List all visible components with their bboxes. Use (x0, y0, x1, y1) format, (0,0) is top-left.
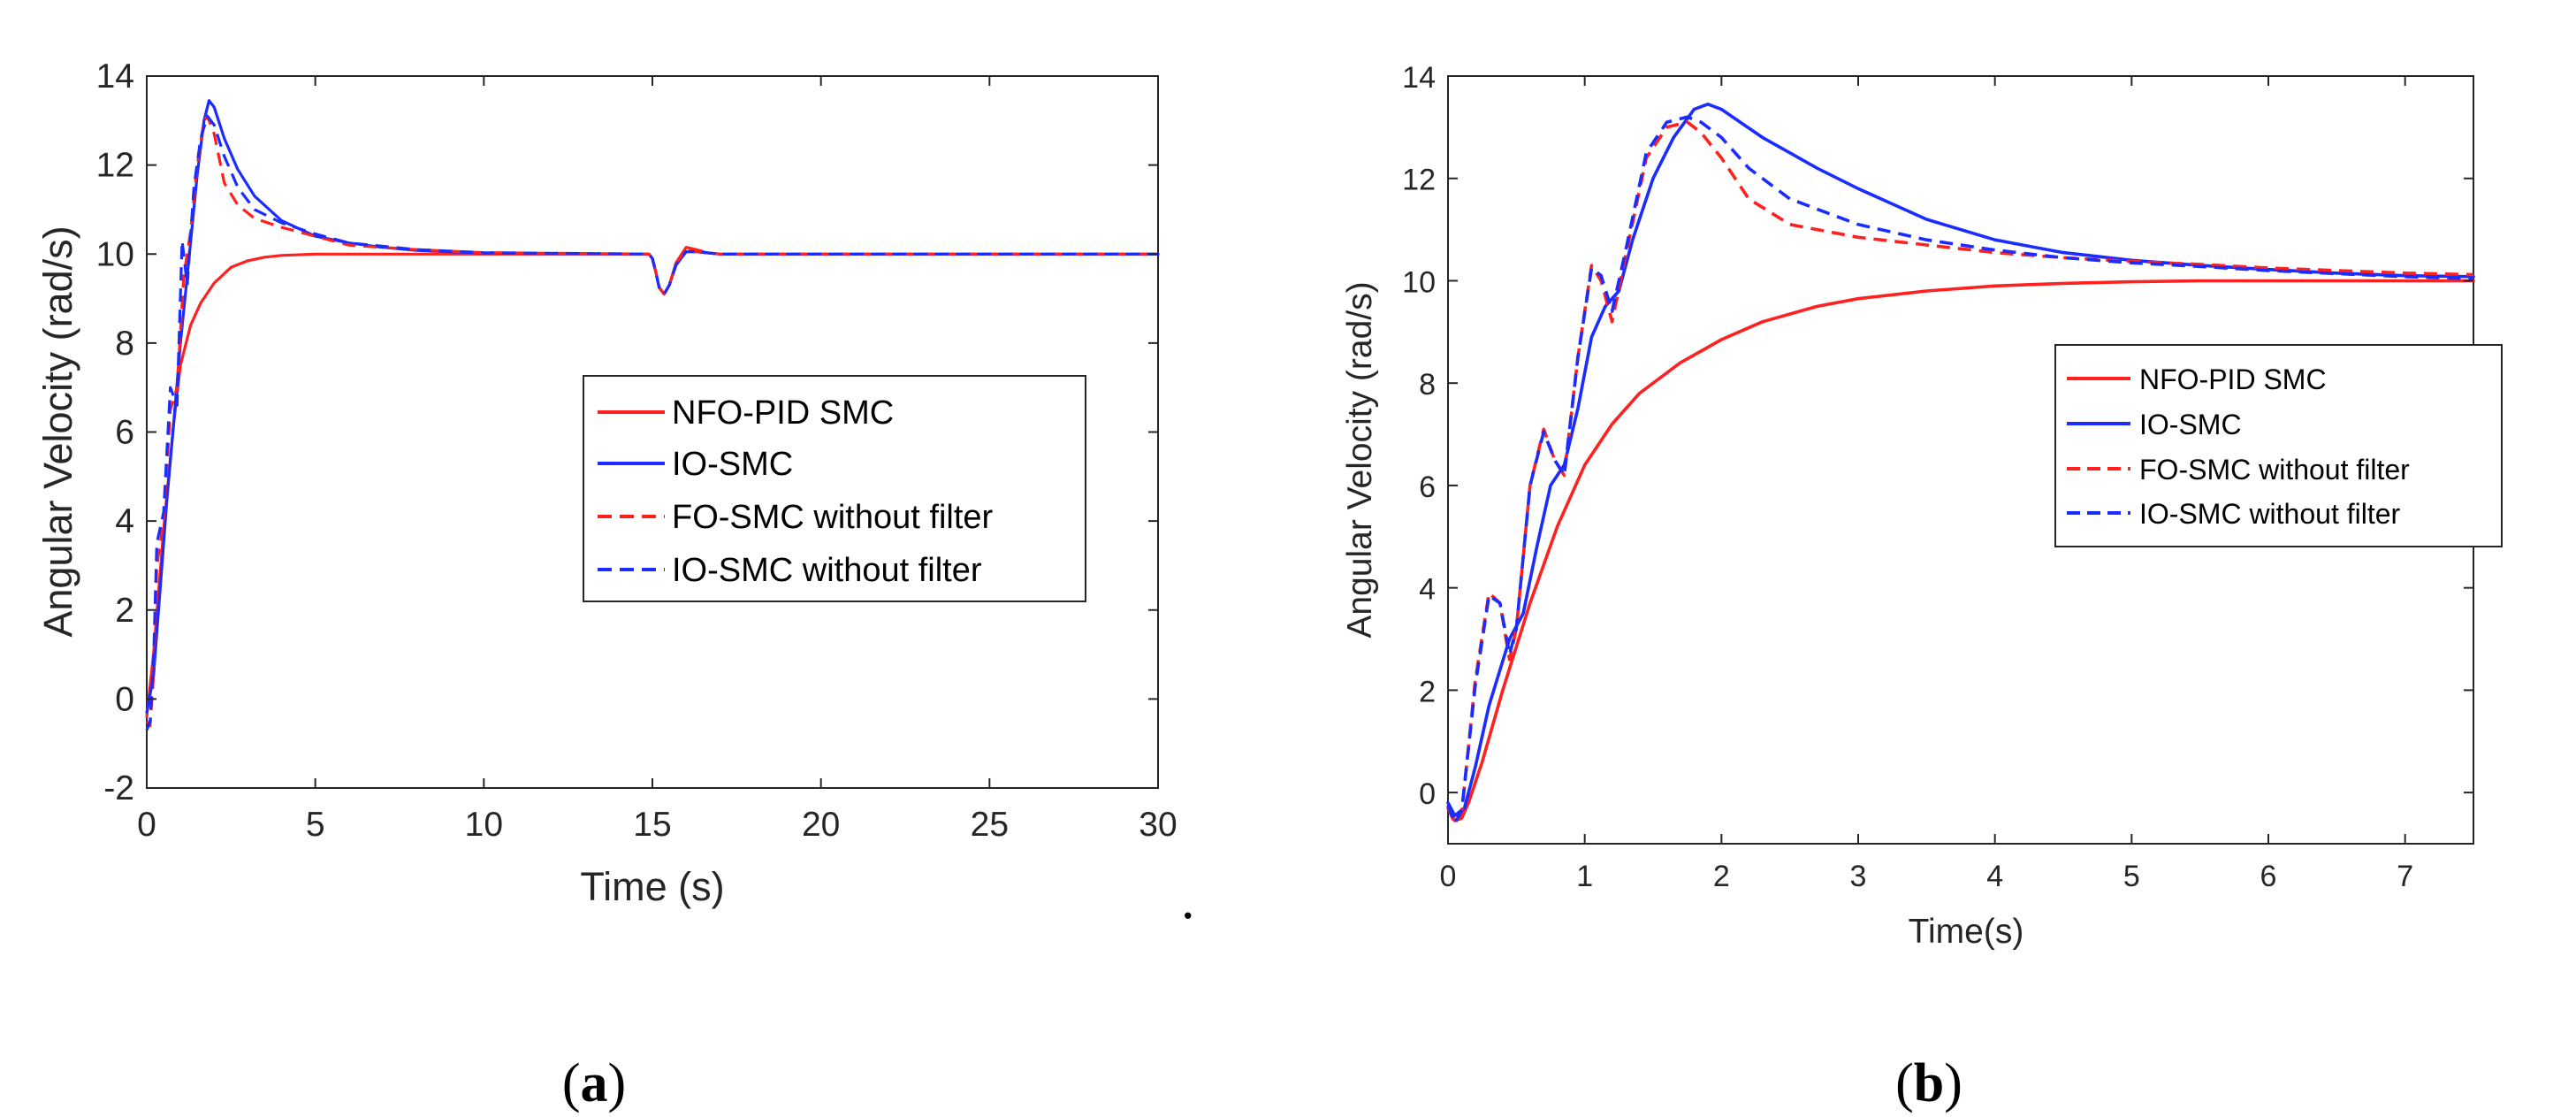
chart-a-ytick-label: 10 (96, 235, 134, 273)
chart-a-ytick-label: 14 (96, 57, 134, 96)
chart-b-ytick-label: 4 (1419, 573, 1436, 607)
chart-a-series-fo-smc-without-filter (145, 114, 1158, 728)
chart-b-legend-label-fo-smc-nf: FO-SMC without filter (2139, 454, 2410, 486)
chart-a-caption-open: ( (562, 1053, 581, 1113)
chart-b-xtick-label: 6 (2260, 860, 2277, 893)
chart-b-caption-close: ) (1944, 1053, 1962, 1113)
chart-a-caption-letter: a (581, 1053, 608, 1113)
chart-b-xtick-label: 4 (1986, 860, 2003, 893)
chart-a-legend-box (583, 375, 1086, 602)
chart-b-ytick-label: 6 (1419, 471, 1436, 504)
chart-a-ytick-label: -2 (103, 769, 134, 807)
chart-b-xtick-label: 3 (1850, 860, 1867, 893)
chart-b-xtick-label: 5 (2123, 860, 2140, 893)
chart-b-caption-open: ( (1895, 1053, 1914, 1113)
chart-b-xtick-label: 0 (1440, 860, 1457, 893)
chart-a-ytick-label: 4 (115, 502, 134, 540)
chart-b-legend-label-io-smc-nf: IO-SMC without filter (2139, 498, 2401, 530)
chart-a-xtick-label: 5 (306, 806, 325, 844)
chart-a-xtick-label: 10 (465, 806, 503, 844)
chart-b-xtick-label: 7 (2397, 860, 2413, 893)
chart-a-legend: NFO-PID SMC IO-SMC FO-SMC without filter… (583, 375, 1086, 602)
chart-b-ytick-label: 10 (1402, 265, 1436, 299)
chart-a-ytick-label: 12 (96, 147, 134, 185)
chart-a-series-io-smc-without-filter (145, 114, 1158, 731)
chart-a-ytick-label: 2 (115, 592, 134, 630)
chart-a-ytick-label: 0 (115, 680, 134, 718)
chart-a-xtick-label: 25 (971, 806, 1009, 844)
svg-text:(a): (a) (562, 1053, 626, 1113)
chart-b-xtick-label: 2 (1713, 860, 1730, 893)
chart-a-legend-label-fo-smc-nf: FO-SMC without filter (672, 499, 994, 536)
chart-b-legend-label-nfo-pid: NFO-PID SMC (2139, 363, 2327, 395)
chart-b-ytick-label: 0 (1419, 777, 1436, 811)
chart-a-xtick-label: 20 (802, 806, 840, 844)
chart-b-xlabel: Time(s) (1909, 913, 2024, 951)
chart-b-legend: NFO-PID SMC IO-SMC FO-SMC without filter… (2054, 344, 2503, 547)
chart-b-ytick-label: 8 (1419, 368, 1436, 402)
svg-text:(b): (b) (1895, 1053, 1962, 1113)
chart-a-xtick-label: 0 (137, 806, 156, 844)
chart-a-caption-close: ) (608, 1053, 627, 1113)
chart-b-ytick-label: 12 (1402, 164, 1436, 197)
chart-b-caption-letter: b (1914, 1053, 1944, 1113)
chart-b-legend-label-io-smc: IO-SMC (2139, 409, 2242, 440)
chart-a-caption: (a) (562, 1053, 626, 1113)
chart-a-ytick-label: 6 (115, 414, 134, 452)
chart-a-legend-label-nfo-pid: NFO-PID SMC (672, 394, 894, 432)
chart-a-xtick-label: 30 (1139, 806, 1177, 844)
chart-b-ytick-label: 14 (1402, 61, 1436, 95)
chart-b-caption: (b) (1895, 1053, 1962, 1113)
chart-b-series-io-smc (1446, 103, 2475, 818)
chart-b-ylabel: Angular Velocity (rad/s) (1341, 281, 1379, 638)
chart-a-ylabel: Angular Velocity (rad/s) (35, 226, 80, 637)
chart-b-series-io-smc-without-filter (1446, 115, 2474, 825)
chart-a-legend-label-io-smc-nf: IO-SMC without filter (672, 552, 982, 589)
chart-a-legend-label-io-smc: IO-SMC (672, 446, 793, 483)
chart-a-xlabel: Time (s) (580, 864, 724, 909)
chart-b-series-nfo-pid-smc (1446, 279, 2475, 822)
stray-dot: . (1181, 870, 1195, 930)
chart-a-series-nfo-pid-smc (145, 246, 1160, 719)
chart-a-xtick-label: 15 (633, 806, 671, 844)
chart-a-ytick-label: 8 (115, 325, 134, 363)
chart-b-xtick-label: 1 (1576, 860, 1593, 893)
chart-b-ytick-label: 2 (1419, 675, 1436, 708)
